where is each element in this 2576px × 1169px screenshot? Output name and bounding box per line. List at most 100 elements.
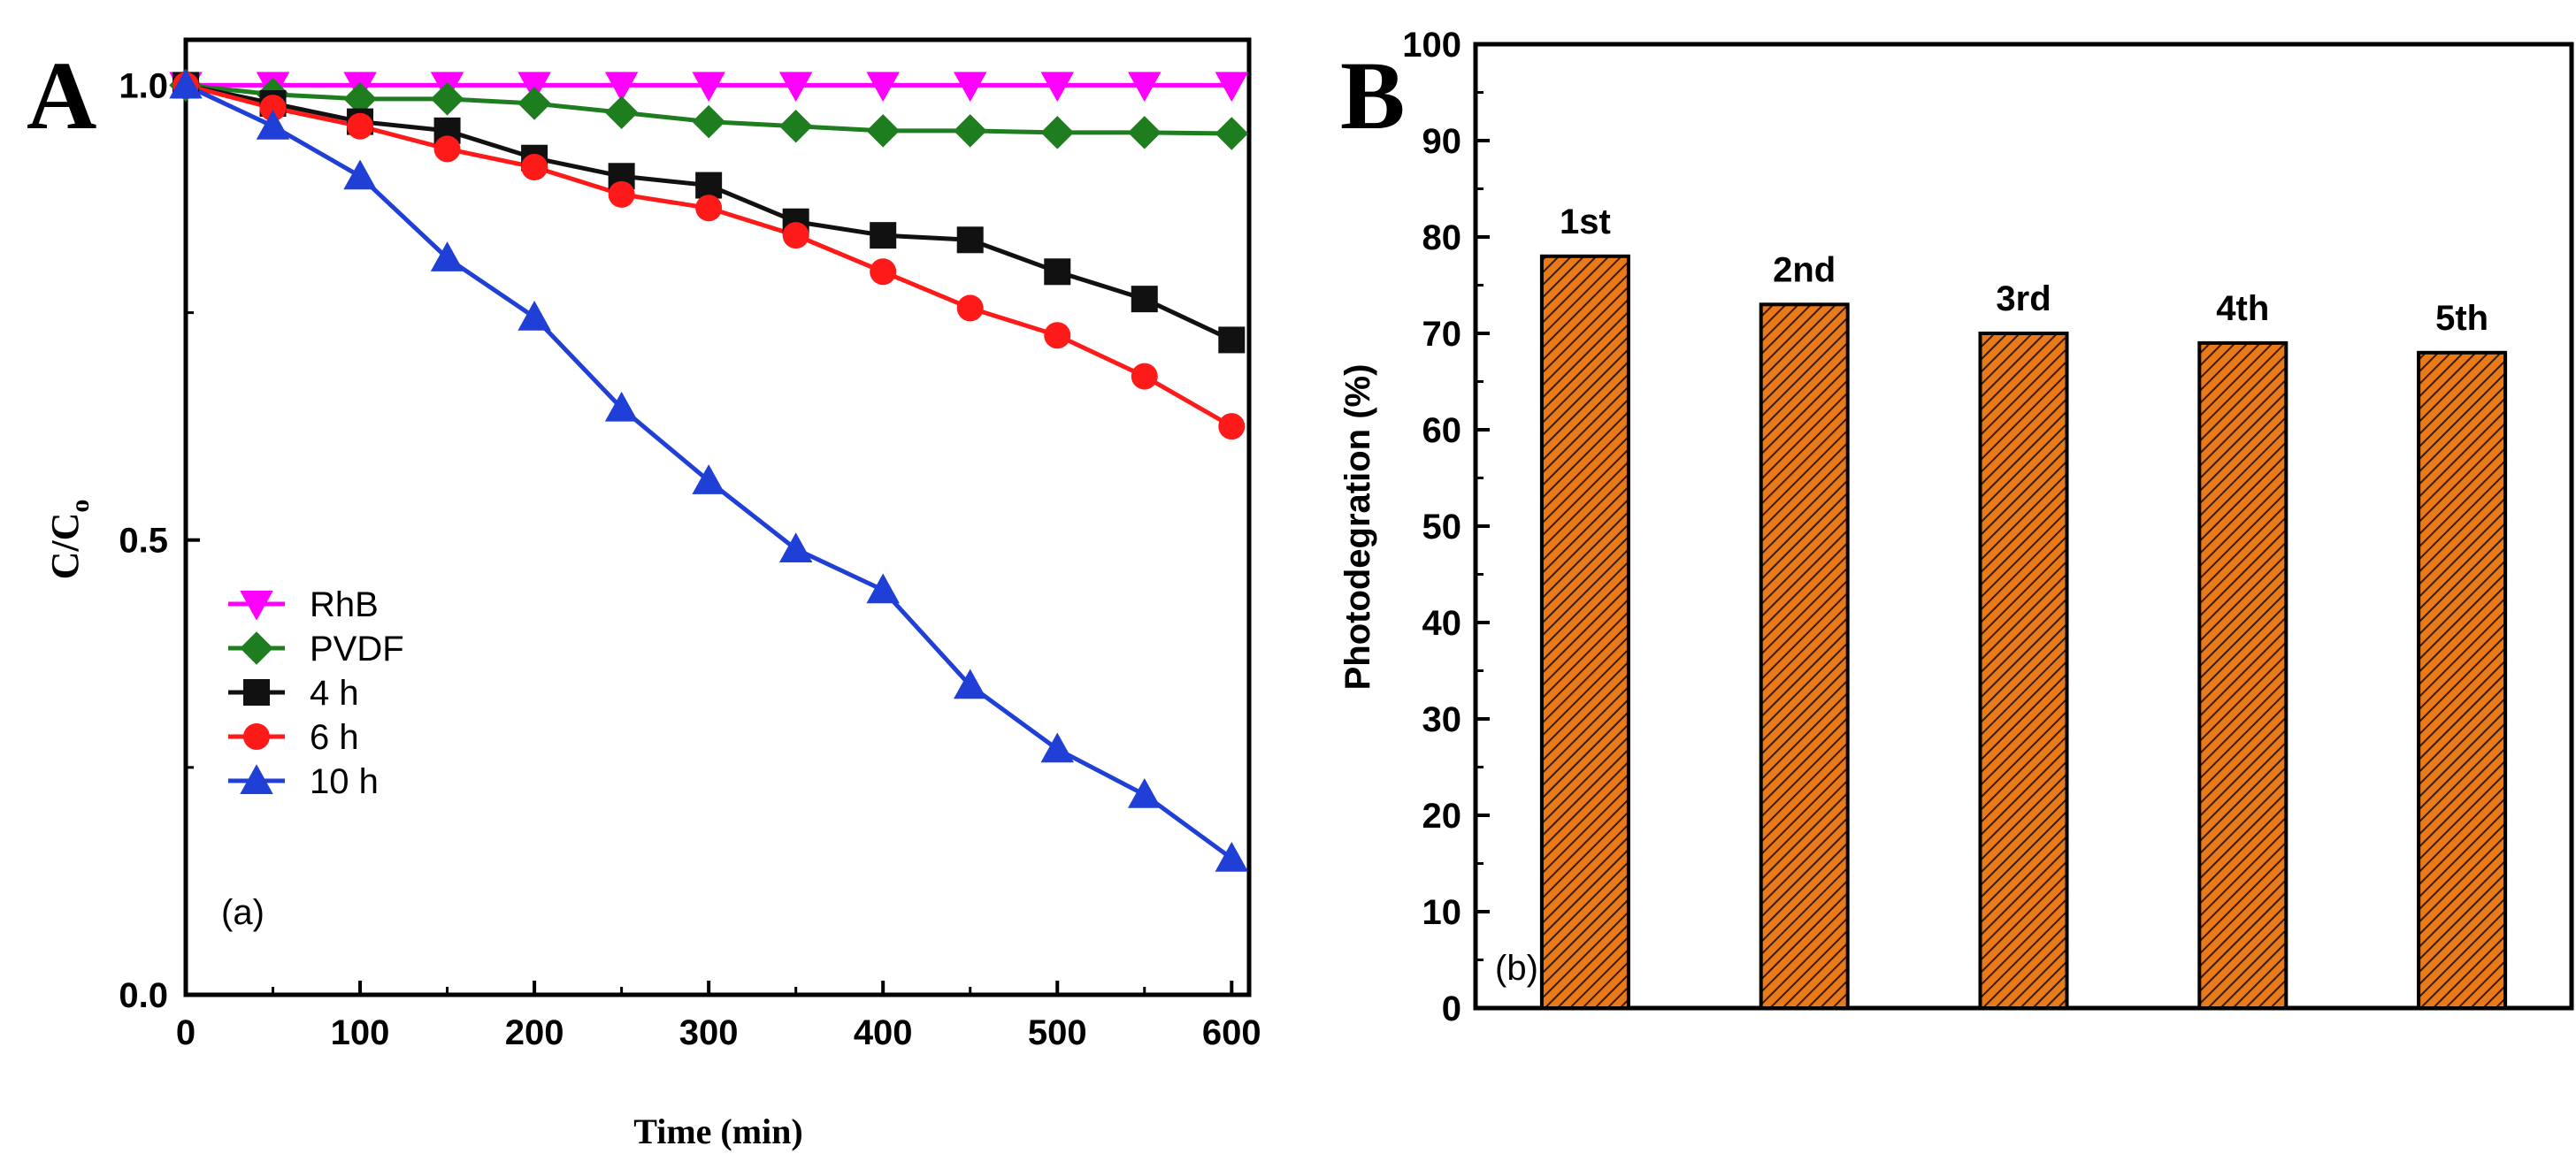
- data-point-4h: [1131, 286, 1158, 313]
- panel-b-y-tick-label: 40: [1422, 604, 1462, 643]
- data-point-rhb: [604, 72, 639, 103]
- panel-a-x-tick-label: 400: [854, 1013, 913, 1052]
- panel-b-y-tick-label: 90: [1422, 122, 1462, 161]
- panel-a-x-tick-label: 600: [1202, 1013, 1261, 1052]
- bar-5th: [2417, 350, 2508, 1010]
- legend-label-6h: 6 h: [310, 718, 359, 757]
- bar-1st: [1539, 254, 1630, 1010]
- panel-b-axis-ticks: 0 10 20 30 40 50 60 70 80 90 100: [1402, 26, 1490, 1028]
- panel-a-sublabel: (a): [221, 893, 264, 932]
- bar-label-2nd: 2nd: [1773, 250, 1836, 289]
- panel-a-y-axis-label: C/Co: [43, 500, 95, 580]
- panel-a-y-axis-label-sub: o: [65, 500, 95, 513]
- bar-label-4th: 4th: [2216, 289, 2269, 328]
- data-point-10h: [866, 573, 900, 604]
- data-point-10h: [604, 391, 639, 422]
- data-point-pvdf: [692, 104, 725, 139]
- panel-b-letter: B: [1340, 42, 1405, 149]
- data-point-10h: [430, 241, 464, 271]
- data-point-pvdf: [778, 109, 813, 143]
- data-point-4h: [1044, 258, 1071, 286]
- data-point-pvdf: [953, 114, 987, 148]
- data-point-pvdf: [604, 96, 639, 130]
- panel-a-x-tick-label: 100: [331, 1013, 390, 1052]
- panel-b-y-tick-label: 50: [1422, 508, 1462, 546]
- data-point-rhb: [953, 72, 987, 103]
- data-point-rhb: [778, 72, 813, 103]
- bar-3rd: [1978, 332, 2069, 1010]
- data-point-pvdf: [1128, 116, 1162, 149]
- data-point-4h: [695, 172, 723, 199]
- data-point-10h: [518, 300, 551, 331]
- panel-b-y-tick-label: 0: [1442, 989, 1461, 1028]
- panel-a-legend: RhB PVDF 4 h 6 h 10 h: [228, 585, 404, 801]
- data-point-pvdf: [1040, 116, 1074, 149]
- legend-marker-rhb: [240, 591, 273, 621]
- panel-a-y-axis-label-main: C/C: [43, 513, 87, 580]
- data-point-10h: [256, 109, 290, 140]
- panel-a: A 0 100 200 300 400 500 600 0.0 0.5 1.0 RhB PVDF 4 …: [27, 37, 1261, 1151]
- data-point-4h: [956, 226, 984, 254]
- legend-marker-pvdf: [240, 631, 273, 665]
- data-point-6h: [870, 258, 897, 286]
- panel-a-y-tick-label: 0.0: [119, 976, 168, 1015]
- data-point-pvdf: [518, 87, 551, 120]
- data-point-6h: [521, 154, 548, 180]
- data-point-10h: [1128, 777, 1162, 808]
- data-point-10h: [953, 669, 987, 699]
- data-point-6h: [1131, 363, 1158, 390]
- data-point-10h: [343, 159, 377, 190]
- panel-a-x-tick-label: 200: [505, 1013, 564, 1052]
- panel-a-x-tick-label: 0: [176, 1013, 196, 1052]
- bar-label-1st: 1st: [1560, 202, 1611, 241]
- data-point-pvdf: [1215, 117, 1249, 150]
- panel-a-plot-frame: [183, 37, 1252, 997]
- panel-b-y-tick-label: 20: [1422, 797, 1462, 836]
- data-point-pvdf: [430, 82, 464, 116]
- data-point-rhb: [1215, 72, 1249, 103]
- panel-a-letter: A: [27, 42, 96, 149]
- bar-label-3rd: 3rd: [1996, 279, 2051, 318]
- data-point-6h: [1218, 413, 1246, 440]
- data-point-4h: [870, 222, 897, 249]
- bar-4th: [2197, 340, 2288, 1010]
- data-point-10h: [778, 532, 813, 562]
- panel-b-bars: 1st 2nd 3rd 4th 5th: [1539, 202, 2508, 1010]
- data-point-6h: [782, 222, 809, 249]
- panel-b-y-tick-label: 100: [1402, 26, 1461, 65]
- data-point-4h: [1218, 326, 1246, 354]
- legend-label-pvdf: PVDF: [310, 630, 404, 669]
- data-point-6h: [1044, 322, 1071, 349]
- panel-b-y-tick-label: 10: [1422, 893, 1462, 932]
- panel-a-x-tick-label: 300: [679, 1013, 739, 1052]
- data-point-10h: [692, 464, 725, 494]
- panel-b-y-tick-label: 80: [1422, 218, 1462, 257]
- panel-b-y-tick-label: 60: [1422, 411, 1462, 450]
- data-point-rhb: [866, 72, 900, 103]
- panel-a-y-tick-label: 1.0: [119, 66, 168, 105]
- data-point-6h: [608, 180, 635, 208]
- panel-b-y-tick-label: 70: [1422, 315, 1462, 354]
- data-point-rhb: [692, 72, 725, 103]
- legend-marker-4h: [243, 679, 270, 706]
- data-point-rhb: [1040, 72, 1074, 103]
- data-point-6h: [347, 112, 374, 140]
- panel-a-series-markers: [169, 68, 1249, 872]
- data-point-10h: [1215, 841, 1249, 872]
- panel-b-sublabel: (b): [1495, 949, 1538, 988]
- panel-b-y-tick-label: 30: [1422, 700, 1462, 739]
- panel-a-x-axis-label: Time (min): [633, 1112, 802, 1151]
- data-point-10h: [169, 68, 203, 99]
- legend-label-rhb: RhB: [310, 585, 379, 624]
- data-point-pvdf: [343, 82, 377, 116]
- bar-label-5th: 5th: [2435, 299, 2488, 338]
- legend-label-4h: 4 h: [310, 674, 359, 713]
- panel-b: B 0 10 20 30 40 50 60 70 80 90 100 1st 2nd 3rd 4th 5th…: [1338, 26, 2574, 1028]
- legend-marker-6h: [243, 723, 270, 750]
- data-point-6h: [956, 294, 984, 322]
- data-point-6h: [695, 195, 723, 222]
- panel-b-y-axis-label: Photodegration (%): [1338, 364, 1377, 691]
- panel-a-axis-ticks: 0 100 200 300 400 500 600 0.0 0.5 1.0: [119, 66, 1261, 1052]
- panel-a-y-tick-label: 0.5: [119, 522, 168, 561]
